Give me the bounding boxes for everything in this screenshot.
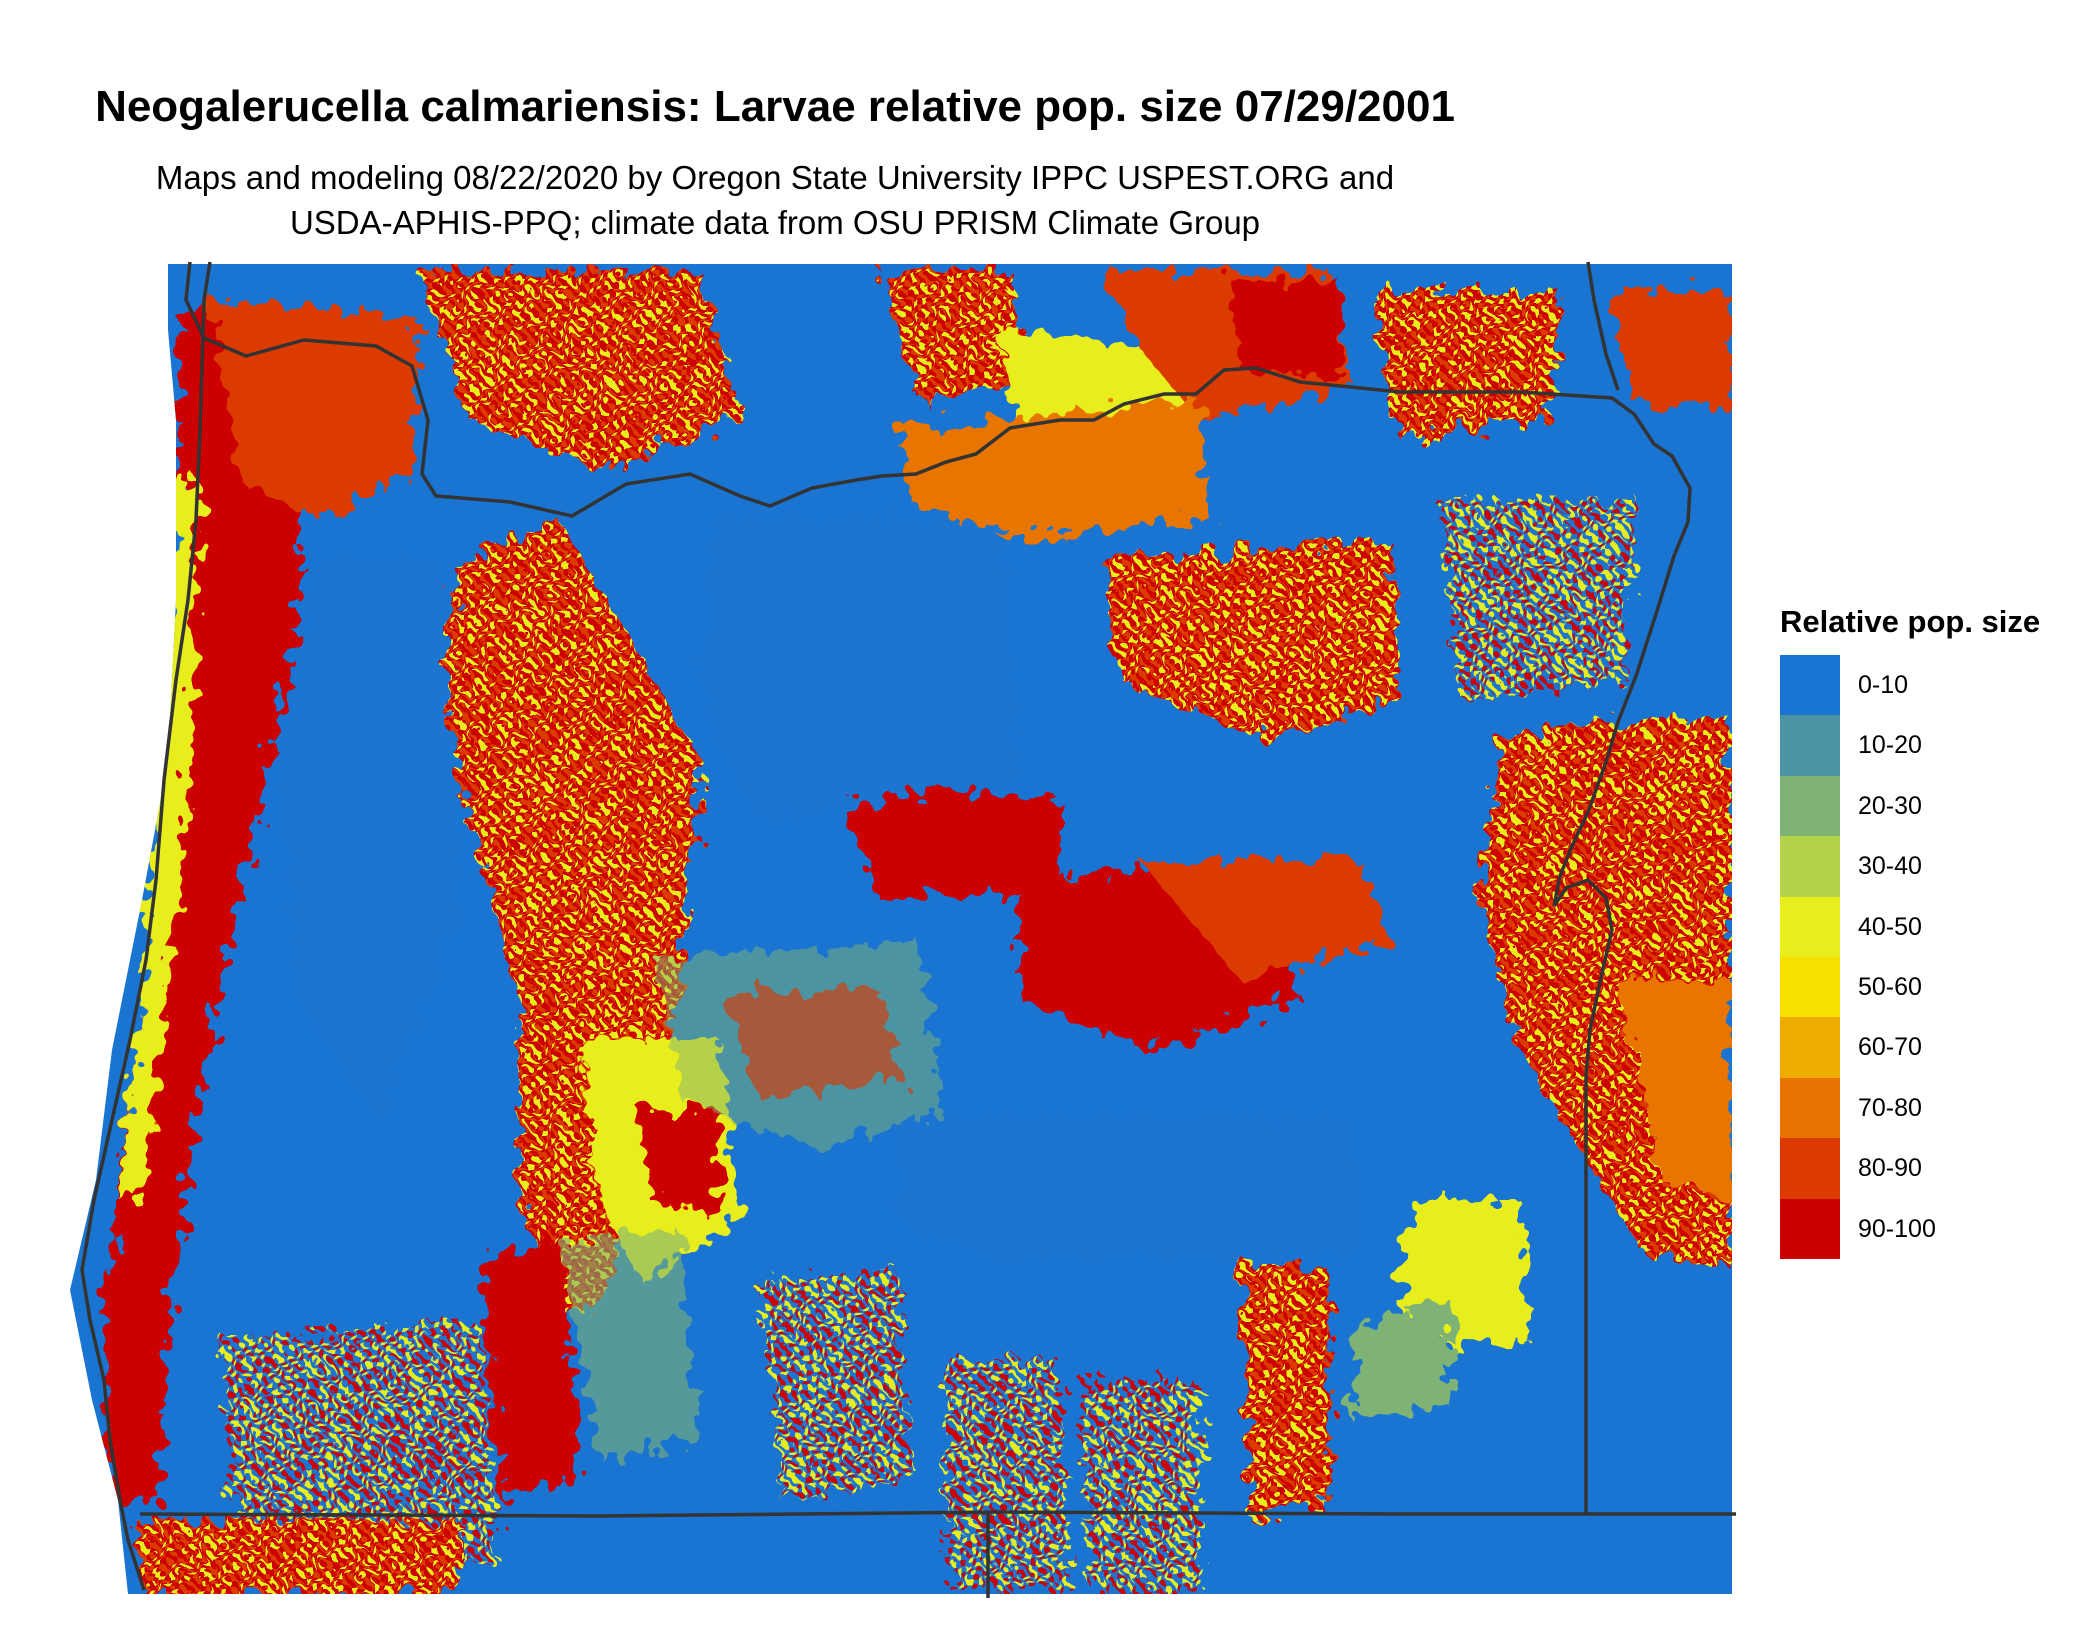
legend-label: 20-30 (1858, 791, 1922, 820)
legend-label: 0-10 (1858, 671, 1909, 699)
legend-item: 50-60 (1780, 956, 2080, 1018)
legend-swatch (1780, 836, 1840, 897)
legend-label: 40-50 (1858, 912, 1922, 941)
boundary-lines (80, 261, 1736, 1598)
raster-layer (70, 264, 1732, 1594)
legend-item: 30-40 (1780, 836, 2080, 897)
legend-label: 80-90 (1858, 1154, 1922, 1183)
legend-item: 20-30 (1780, 775, 2080, 837)
legend-swatch (1780, 1077, 1840, 1139)
legend-swatch (1780, 956, 1840, 1018)
legend-label: 50-60 (1858, 972, 1922, 1001)
legend-swatch (1780, 1017, 1840, 1078)
legend: 0-10 10-20 20-30 30-40 40-50 50-60 60-70… (1780, 655, 2080, 1259)
map-subtitle: Maps and modeling 08/22/2020 by Oregon S… (0, 155, 1550, 245)
legend-label: 70-80 (1858, 1093, 1922, 1122)
legend-item: 90-100 (1780, 1198, 2080, 1259)
map-title: Neogalerucella calmariensis: Larvae rela… (95, 82, 1455, 131)
legend-item: 0-10 (1780, 655, 2080, 716)
legend-swatch (1780, 1138, 1840, 1199)
legend-item: 10-20 (1780, 715, 2080, 776)
legend-label: 10-20 (1858, 731, 1922, 760)
legend-item: 80-90 (1780, 1138, 2080, 1199)
legend-swatch (1780, 1198, 1840, 1259)
legend-label: 30-40 (1858, 852, 1922, 881)
legend-item: 60-70 (1780, 1017, 2080, 1078)
legend-label: 60-70 (1858, 1033, 1922, 1062)
legend-swatch (1780, 715, 1840, 776)
legend-item: 40-50 (1780, 896, 2080, 957)
legend-swatch (1780, 896, 1840, 957)
legend-item: 70-80 (1780, 1077, 2080, 1139)
legend-title: Relative pop. size (1780, 604, 2041, 639)
subtitle-line-1: Maps and modeling 08/22/2020 by Oregon S… (155, 159, 1395, 196)
legend-swatch (1780, 655, 1840, 716)
legend-label: 90-100 (1858, 1214, 1936, 1243)
subtitle-line-2: USDA-APHIS-PPQ; climate data from OSU PR… (289, 204, 1261, 241)
legend-swatch (1780, 775, 1840, 837)
